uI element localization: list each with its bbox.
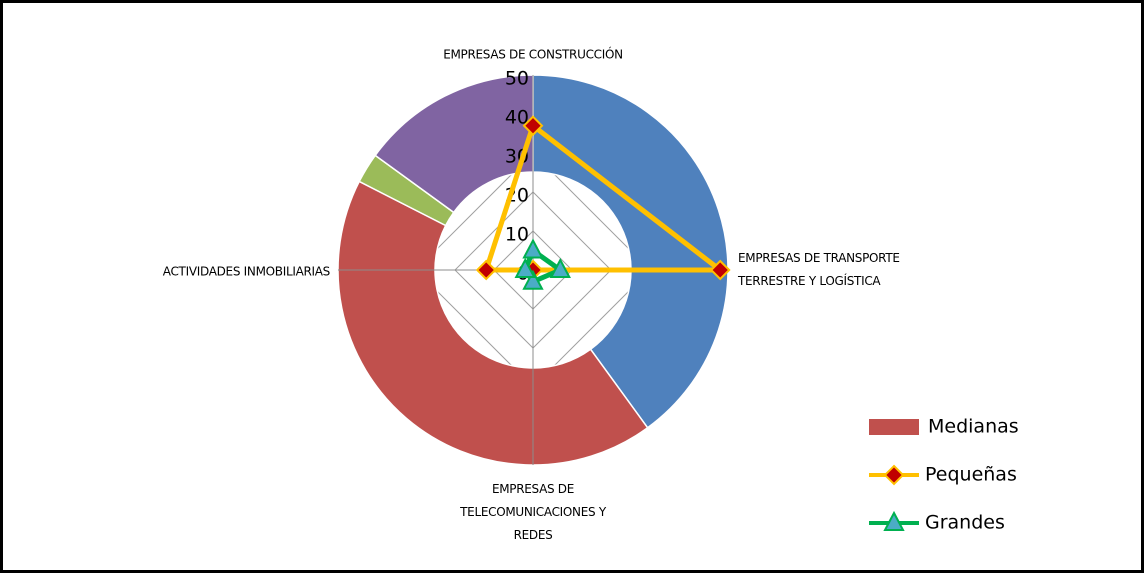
data-marker: [709, 259, 731, 281]
data-marker: [522, 269, 544, 290]
data-marker: [475, 259, 497, 281]
r-tick-label: 10: [505, 224, 529, 246]
category-label: EMPRESAS DE TELECOMUNICACIONES Y REDES: [459, 482, 607, 542]
data-marker: [549, 257, 571, 278]
legend-swatch: [869, 419, 919, 435]
legend-label: Pequeñas: [925, 464, 1017, 486]
chart: 01020304050EMPRESAS DE CONSTRUCCIÓNEMPRE…: [163, 47, 1019, 542]
legend-marker: [883, 510, 905, 531]
category-label: ACTIVIDADES INMOBILIARIAS: [163, 265, 330, 279]
doughnut-slice: [337, 180, 649, 466]
legend-label: Medianas: [928, 416, 1019, 438]
r-tick-label: 40: [505, 107, 529, 129]
data-marker: [522, 115, 544, 137]
r-tick-label: 50: [505, 68, 529, 90]
legend-marker: [883, 464, 905, 486]
data-marker: [522, 238, 544, 259]
legend-label: Grandes: [925, 512, 1005, 534]
category-label: EMPRESAS DE CONSTRUCCIÓN: [443, 47, 623, 62]
data-marker: [514, 257, 536, 278]
category-label: EMPRESAS DE TRANSPORTE TERRESTRE Y LOGÍST…: [737, 251, 900, 288]
